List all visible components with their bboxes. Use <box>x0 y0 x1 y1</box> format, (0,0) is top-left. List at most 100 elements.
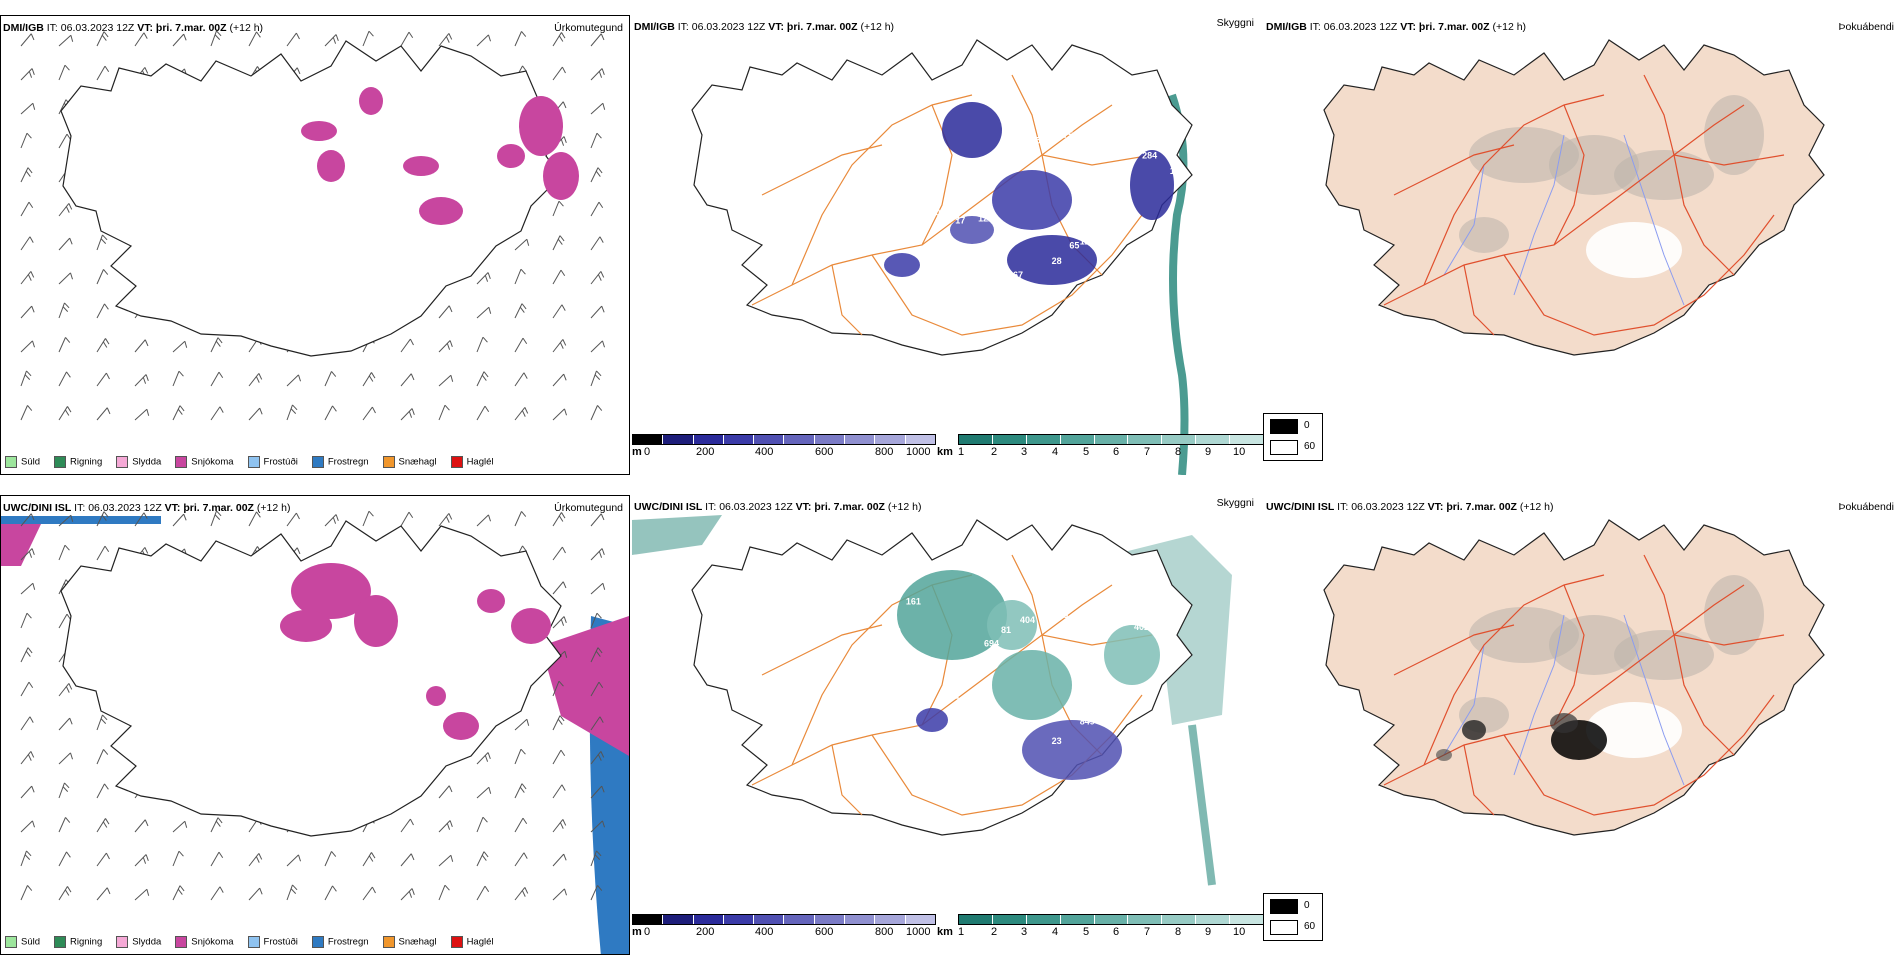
wind-barb <box>552 235 565 251</box>
wind-barb <box>590 405 603 421</box>
wind-barb <box>58 544 70 561</box>
visibility-colorbar <box>958 434 1264 445</box>
wind-barb <box>20 167 33 183</box>
wind-barb <box>20 271 35 285</box>
cloud-base-label: 313 <box>1072 187 1087 197</box>
wind-barb <box>286 404 298 421</box>
snow-area <box>497 144 525 168</box>
visibility-panel-uwc: UWC/DINI ISL IT: 06.03.2023 12Z VT: þri.… <box>632 495 1262 955</box>
wind-barb <box>96 303 109 319</box>
cloud-base-label: 23 <box>1052 736 1062 746</box>
visibility-tick: 1 <box>958 926 965 938</box>
wind-barb <box>590 612 602 629</box>
wind-barb <box>58 34 74 47</box>
cloud-base-label: 402 <box>1134 622 1149 632</box>
fog-legend-dark-label: 0 <box>1304 900 1310 911</box>
precip-panel-uwc: UWC/DINI ISL IT: 06.03.2023 12Z VT: þri.… <box>0 495 630 955</box>
cloud-base-label: 174 <box>955 696 970 706</box>
wind-barb <box>552 373 567 387</box>
wind-barb <box>438 305 453 319</box>
visibility-tick: 1 <box>958 446 965 458</box>
cloud-base-tick: 1000 <box>906 446 931 458</box>
legend-item-slydda: Slydda <box>116 936 161 948</box>
wind-barb <box>590 132 602 149</box>
panel-title: DMI/IGB IT: 06.03.2023 12Z VT: þri. 7.ma… <box>634 21 895 33</box>
visibility-tick: 10 <box>1233 446 1246 458</box>
road-line <box>1673 634 1735 756</box>
wind-barb <box>58 782 70 799</box>
wind-barb <box>210 510 222 527</box>
visibility-tick: 7 <box>1144 926 1151 938</box>
wind-barb <box>172 513 187 527</box>
wind-barb <box>20 513 35 527</box>
wind-barb <box>400 373 415 387</box>
wind-barb <box>400 818 414 833</box>
cloud-base-label: 180 <box>1170 646 1185 656</box>
panel-title: UWC/DINI ISL IT: 06.03.2023 12Z VT: þri.… <box>3 502 291 514</box>
cloud-base-label: 00 <box>906 117 916 127</box>
wind-barb <box>476 851 489 867</box>
wind-barb <box>58 851 71 867</box>
wind-barb <box>20 132 32 149</box>
cloud-base-colorbar <box>632 434 936 445</box>
cloud-base-label: 694 <box>984 639 999 649</box>
wind-barb <box>400 853 415 867</box>
cloud-base-label: 340 <box>1020 135 1035 145</box>
cloud-base-label: 129 <box>984 159 999 169</box>
wind-barb <box>362 372 376 387</box>
wind-barb <box>324 405 337 421</box>
cloud-base-label: 204 <box>889 167 904 177</box>
wind-barb <box>324 885 337 901</box>
snow-area <box>317 150 345 182</box>
wind-barb <box>286 884 298 901</box>
wind-barb <box>514 511 527 527</box>
cloud-base-label: 115 <box>1001 145 1016 155</box>
wind-barb <box>552 66 566 81</box>
wind-barb <box>96 852 110 867</box>
fog-map-dmi <box>1323 39 1825 356</box>
wind-barb <box>362 30 374 47</box>
wind-barb <box>134 819 149 833</box>
wind-barb <box>590 785 605 799</box>
wind-barb <box>210 406 224 421</box>
cloud-base-label: 150 <box>1170 166 1185 176</box>
wind-barb <box>20 236 34 251</box>
panel-variable: Þokuábendi <box>1838 21 1894 33</box>
visibility-panel-dmi: DMI/IGB IT: 06.03.2023 12Z VT: þri. 7.ma… <box>632 15 1262 475</box>
wind-barb <box>58 272 73 285</box>
wind-barb <box>590 716 604 731</box>
road-line <box>1643 554 1785 646</box>
wind-barb <box>552 512 566 527</box>
road-line <box>1553 104 1585 246</box>
cloud-base-label: 65 <box>1069 241 1079 251</box>
wind-barb <box>96 545 110 561</box>
fog-legend-dark-swatch <box>1270 899 1298 914</box>
wind-barb <box>172 33 187 47</box>
wind-barb <box>172 405 185 421</box>
legend-item-frostudi: Frostúði <box>247 936 298 948</box>
wind-barb <box>20 582 36 595</box>
wind-barb <box>476 34 491 47</box>
wind-barb <box>20 102 36 115</box>
wind-barb <box>476 514 491 527</box>
cloud-base-label: 159 <box>1072 191 1087 201</box>
visibility-tick: 2 <box>991 926 998 938</box>
wind-barb <box>514 268 526 285</box>
wind-barb <box>514 852 528 867</box>
wind-barb <box>20 612 32 629</box>
cloud-base-label: 93 <box>1134 142 1144 152</box>
cloud-base-tick: 0 <box>644 926 651 938</box>
wind-barb <box>438 513 453 527</box>
fog-legend-dark-label: 0 <box>1304 420 1310 431</box>
legend-item-snaehagl: Snæhagl <box>382 456 437 468</box>
cloud-base-label: 122 <box>978 213 993 223</box>
wind-barb <box>438 340 453 353</box>
low-cloud-area <box>992 170 1072 230</box>
wind-barb <box>172 340 188 353</box>
wind-barb <box>20 305 35 319</box>
cloud-base-label: 161 <box>906 597 921 607</box>
visibility-tick: 3 <box>1021 446 1028 458</box>
wind-barb <box>514 238 530 251</box>
low-cloud-area <box>884 253 920 277</box>
cloud-base-label: 92 <box>1101 135 1111 145</box>
